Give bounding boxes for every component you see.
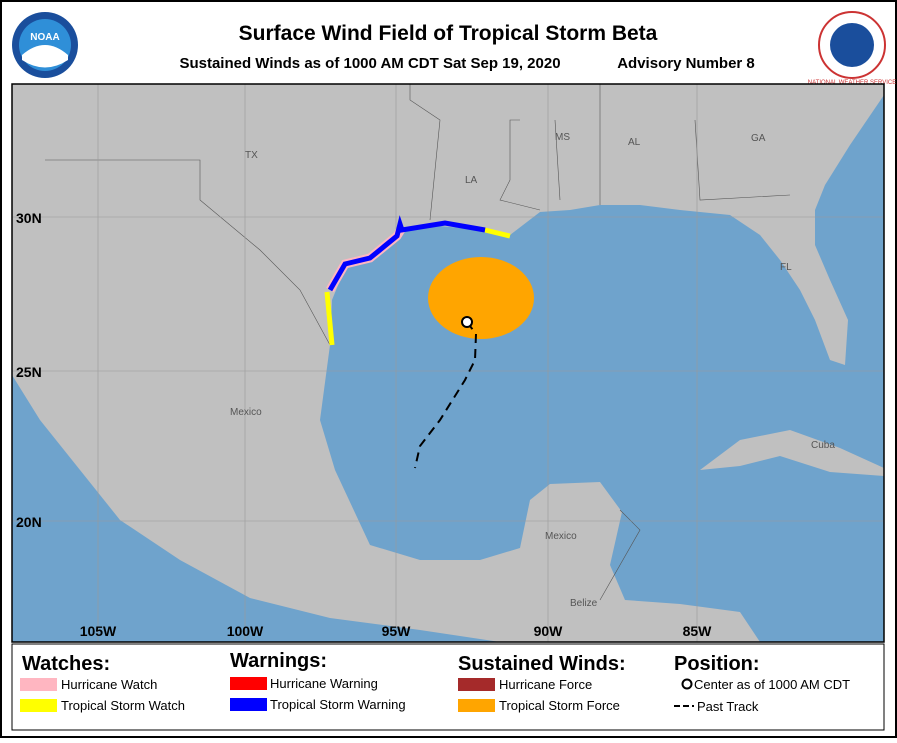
legend-item: Past Track [697, 699, 759, 714]
title: Surface Wind Field of Tropical Storm Bet… [239, 22, 658, 45]
legend-heading: Sustained Winds: [458, 653, 626, 675]
latitude-label: 20N [16, 514, 42, 530]
swatch [458, 678, 495, 691]
legend-item: Hurricane Force [499, 677, 592, 692]
legend-heading: Watches: [22, 653, 110, 675]
place-label: Belize [570, 598, 598, 609]
map-frame [11, 83, 885, 643]
legend-item: Hurricane Watch [61, 677, 157, 692]
borders [45, 84, 791, 601]
swatch [458, 699, 495, 712]
longitude-label: 90W [534, 623, 564, 639]
storm-center [461, 316, 473, 328]
legend-heading: Position: [674, 653, 760, 675]
place-label: LA [465, 175, 478, 186]
latitude-label: 30N [16, 210, 42, 226]
place-label: AL [628, 137, 641, 148]
advisory: Advisory Number 8 [617, 55, 755, 72]
place-label: GA [751, 133, 766, 144]
swatch [230, 677, 267, 690]
legend-heading: Warnings: [230, 650, 327, 672]
swatch [20, 678, 57, 691]
longitude-label: 105W [80, 623, 117, 639]
pacific [12, 375, 500, 642]
longitude-label: 95W [382, 623, 412, 639]
legend-item: Hurricane Warning [270, 676, 378, 691]
past-track [414, 321, 478, 469]
swatch [20, 699, 57, 712]
logo-text: NOAA [30, 32, 59, 43]
place-label: Mexico [545, 531, 577, 542]
graticule [12, 84, 884, 642]
logo-text: NATIONAL WEATHER SERVICE [808, 80, 896, 86]
map: TX LA MS AL GA FL Mexico Cuba Mexico Bel… [12, 84, 884, 642]
latitude-label: 25N [16, 364, 42, 380]
tropical-storm-warning [327, 215, 486, 292]
legend-item: Tropical Storm Force [499, 698, 620, 713]
noaa-logo: NOAA [12, 12, 78, 78]
cuba [700, 430, 884, 476]
center-symbol [681, 678, 693, 690]
longitude-label: 85W [683, 623, 713, 639]
tropical-storm-watch [324, 227, 511, 346]
place-label: TX [245, 150, 258, 161]
place-label: Cuba [811, 440, 835, 451]
legend-item: Tropical Storm Warning [270, 697, 406, 712]
place-label: Mexico [230, 407, 262, 418]
place-label: MS [555, 132, 570, 143]
subtitle: Sustained Winds as of 1000 AM CDT Sat Se… [179, 55, 560, 72]
place-label: FL [780, 262, 792, 273]
tropical-storm-wind-field [428, 257, 534, 339]
legend-item: Center as of 1000 AM CDT [694, 677, 850, 692]
legend-item: Tropical Storm Watch [61, 698, 185, 713]
swatch [230, 698, 267, 711]
longitude-label: 100W [227, 623, 264, 639]
legend-frame [11, 643, 885, 731]
nws-logo: NATIONAL WEATHER SERVICE [808, 11, 896, 86]
gulf-and-caribbean [320, 95, 884, 642]
